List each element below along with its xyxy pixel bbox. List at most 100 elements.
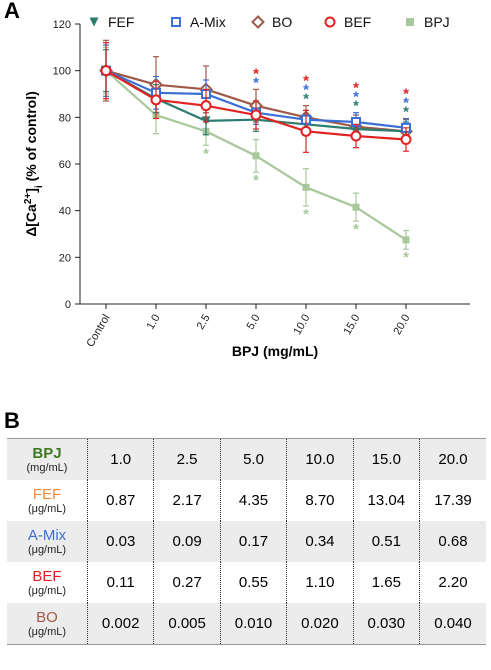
x-tick-label: 2.5 bbox=[195, 313, 213, 332]
legend-label: BPJ bbox=[424, 14, 450, 30]
row-header-name: BEF bbox=[32, 567, 62, 585]
table-cell: 0.55 bbox=[219, 562, 288, 603]
y-tick-label: 40 bbox=[59, 206, 71, 218]
row-header: BPJ (mg/mL) bbox=[7, 438, 88, 480]
table-row: BPJ (mg/mL) 1.0 2.5 5.0 10.0 15.0 20.0 bbox=[7, 438, 486, 480]
row-header: A-Mix (μg/mL) bbox=[7, 521, 88, 562]
table-cell: 0.68 bbox=[419, 521, 486, 562]
table-cell: 1.10 bbox=[286, 562, 354, 603]
row-header-name: BPJ bbox=[32, 444, 62, 462]
y-tick-label: 20 bbox=[59, 252, 71, 264]
table-cell: 17.39 bbox=[419, 480, 486, 521]
data-point bbox=[150, 94, 162, 106]
table-cell: 15.0 bbox=[352, 438, 421, 480]
table-cell: 0.11 bbox=[86, 562, 155, 603]
legend-label: BEF bbox=[344, 14, 371, 30]
table-cell: 0.34 bbox=[286, 521, 354, 562]
table-row: BEF (μg/mL) 0.11 0.27 0.55 1.10 1.65 2.20 bbox=[7, 562, 486, 603]
x-tick-label: 5.0 bbox=[245, 313, 263, 332]
table-row: BO (μg/mL) 0.002 0.005 0.010 0.020 0.030 0.040 bbox=[7, 603, 486, 645]
row-header-unit: (mg/mL) bbox=[26, 461, 68, 474]
table-cell: 0.005 bbox=[153, 603, 221, 645]
y-axis-label: Δ[Ca2+]i (% of control) bbox=[23, 91, 45, 237]
legend-marker bbox=[406, 18, 414, 26]
table-cell: 0.87 bbox=[86, 480, 155, 521]
x-tick-label: 15.0 bbox=[341, 313, 362, 338]
row-header-unit: (μg/mL) bbox=[27, 584, 67, 597]
table-cell: 1.65 bbox=[352, 562, 421, 603]
legend-marker bbox=[251, 15, 265, 29]
significance-mark: * bbox=[253, 65, 259, 82]
x-tick-label: 10.0 bbox=[291, 313, 312, 338]
table-cell: 0.020 bbox=[286, 603, 354, 645]
significance-mark: * bbox=[353, 98, 359, 115]
significance-mark: * bbox=[403, 95, 409, 112]
legend-marker bbox=[89, 17, 99, 27]
row-header-unit: (μg/mL) bbox=[27, 502, 67, 515]
table-cell: 5.0 bbox=[219, 438, 288, 480]
significance-mark: * bbox=[303, 82, 309, 99]
table-row: A-Mix (μg/mL) 0.03 0.09 0.17 0.34 0.51 0.68 bbox=[7, 521, 486, 562]
table-cell: 2.5 bbox=[153, 438, 221, 480]
row-header: BEF (μg/mL) bbox=[7, 562, 88, 603]
table-cell: 4.35 bbox=[219, 480, 288, 521]
table-cell: 2.17 bbox=[153, 480, 221, 521]
table-cell: 0.17 bbox=[219, 521, 288, 562]
significance-mark: * bbox=[353, 80, 359, 97]
x-axis-label: BPJ (mg/mL) bbox=[232, 343, 318, 359]
legend-item-bef: BEF bbox=[324, 14, 371, 30]
table-cell: 10.0 bbox=[286, 438, 354, 480]
data-point bbox=[300, 125, 312, 137]
data-point bbox=[302, 183, 310, 191]
data-point bbox=[252, 152, 260, 160]
data-point bbox=[400, 134, 412, 145]
row-header-unit: (μg/mL) bbox=[27, 543, 67, 556]
significance-mark: * bbox=[403, 104, 409, 121]
data-point bbox=[350, 130, 362, 142]
table-cell: 13.04 bbox=[352, 480, 421, 521]
legend-label: A-Mix bbox=[190, 14, 226, 30]
y-tick-label: 80 bbox=[59, 112, 71, 124]
table-cell: 1.0 bbox=[86, 438, 155, 480]
x-tick-label: 1.0 bbox=[145, 313, 163, 332]
significance-mark: * bbox=[253, 74, 259, 91]
legend-marker bbox=[324, 16, 336, 28]
row-header-unit: (μg/mL) bbox=[27, 625, 67, 638]
data-point bbox=[250, 109, 262, 121]
legend-item-bo: BO bbox=[251, 14, 292, 30]
legend-item-a-mix: A-Mix bbox=[171, 14, 226, 30]
table-cell: 0.27 bbox=[153, 562, 221, 603]
line-chart: 0 20 40 60 80 100 120 Control 1.0 2.5 5.0 10.0 15.0 2… bbox=[23, 14, 470, 359]
concentration-table: BPJ (mg/mL) 1.0 2.5 5.0 10.0 15.0 20.0 FEF (μg/mL… bbox=[7, 438, 486, 645]
panel-a-label: A bbox=[4, 0, 20, 23]
row-header: BO (μg/mL) bbox=[7, 603, 88, 645]
data-point bbox=[402, 236, 410, 244]
x-tick-label: Control bbox=[84, 313, 112, 350]
table-cell: 2.20 bbox=[419, 562, 486, 603]
significance-mark: * bbox=[253, 172, 259, 189]
significance-mark: * bbox=[353, 89, 359, 106]
legend-marker bbox=[171, 17, 181, 27]
data-point bbox=[200, 100, 212, 112]
significance-mark: * bbox=[403, 249, 409, 266]
y-tick-label: 100 bbox=[53, 66, 71, 78]
table-cell: 0.010 bbox=[219, 603, 288, 645]
row-header-name: FEF bbox=[32, 485, 62, 503]
legend-label: BO bbox=[272, 14, 292, 30]
table-cell: 0.09 bbox=[153, 521, 221, 562]
row-header-name: A-Mix bbox=[27, 526, 67, 544]
table-cell: 0.03 bbox=[86, 521, 155, 562]
table-cell: 0.040 bbox=[419, 603, 486, 645]
table-cell: 8.70 bbox=[286, 480, 354, 521]
significance-mark: * bbox=[303, 91, 309, 108]
table-row: FEF (μg/mL) 0.87 2.17 4.35 8.70 13.04 17.39 bbox=[7, 480, 486, 521]
legend-label: FEF bbox=[108, 14, 134, 30]
row-header: FEF (μg/mL) bbox=[7, 480, 88, 521]
significance-mark: * bbox=[303, 73, 309, 90]
table-cell: 20.0 bbox=[419, 438, 486, 480]
row-header-name: BO bbox=[36, 608, 58, 626]
table-cell: 0.030 bbox=[352, 603, 421, 645]
y-tick-label: 120 bbox=[53, 19, 71, 31]
series-bef bbox=[100, 42, 412, 153]
y-tick-label: 60 bbox=[59, 159, 71, 171]
